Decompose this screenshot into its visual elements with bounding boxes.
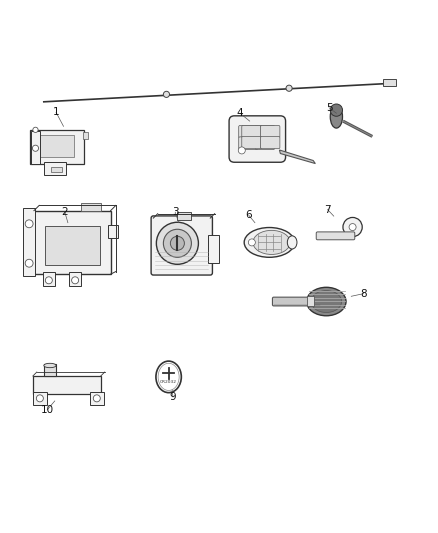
Circle shape — [25, 259, 33, 267]
Bar — [45, 226, 99, 265]
FancyBboxPatch shape — [261, 136, 280, 149]
Bar — [43, 272, 55, 286]
Ellipse shape — [253, 230, 290, 254]
FancyBboxPatch shape — [255, 125, 275, 138]
Bar — [44, 162, 66, 174]
FancyBboxPatch shape — [229, 116, 286, 162]
FancyBboxPatch shape — [30, 130, 84, 165]
Text: 3: 3 — [172, 207, 179, 217]
Ellipse shape — [44, 364, 56, 368]
Bar — [383, 79, 396, 86]
Bar — [307, 296, 314, 306]
Text: 4: 4 — [237, 108, 244, 118]
Bar — [33, 392, 47, 405]
Circle shape — [25, 220, 33, 228]
FancyBboxPatch shape — [261, 125, 280, 138]
Text: 6: 6 — [245, 210, 252, 220]
Circle shape — [46, 277, 53, 284]
Ellipse shape — [156, 361, 181, 393]
Circle shape — [156, 222, 198, 264]
Bar — [109, 225, 118, 238]
Circle shape — [72, 277, 79, 284]
Text: 10: 10 — [41, 405, 54, 415]
Circle shape — [286, 85, 292, 91]
FancyBboxPatch shape — [272, 297, 328, 306]
Bar — [44, 364, 56, 376]
Ellipse shape — [330, 106, 343, 128]
Text: CR2032: CR2032 — [160, 380, 177, 384]
FancyBboxPatch shape — [255, 137, 275, 150]
Circle shape — [93, 395, 100, 402]
Bar — [34, 211, 110, 274]
Bar — [51, 167, 62, 172]
Circle shape — [238, 147, 245, 154]
FancyBboxPatch shape — [242, 125, 261, 138]
Bar — [208, 235, 219, 263]
Circle shape — [36, 395, 43, 402]
Ellipse shape — [287, 236, 297, 249]
Bar — [90, 392, 104, 405]
Bar — [69, 272, 81, 286]
Ellipse shape — [244, 228, 294, 257]
Text: 7: 7 — [324, 205, 331, 215]
Bar — [83, 132, 88, 140]
Text: 2: 2 — [61, 207, 68, 217]
Circle shape — [330, 104, 343, 116]
Text: 9: 9 — [170, 392, 177, 402]
Bar — [33, 376, 101, 393]
Polygon shape — [279, 150, 315, 164]
Circle shape — [163, 229, 191, 257]
Circle shape — [343, 217, 362, 237]
Circle shape — [248, 239, 255, 246]
Circle shape — [170, 236, 184, 251]
Ellipse shape — [311, 290, 342, 312]
Text: 1: 1 — [53, 107, 60, 117]
FancyBboxPatch shape — [242, 136, 261, 149]
Circle shape — [163, 91, 170, 98]
Bar — [31, 131, 40, 164]
Circle shape — [32, 145, 39, 151]
Bar — [23, 208, 35, 276]
Circle shape — [349, 223, 356, 231]
Ellipse shape — [158, 364, 179, 391]
FancyBboxPatch shape — [239, 125, 258, 138]
Text: 5: 5 — [326, 103, 333, 113]
Text: 8: 8 — [360, 289, 367, 298]
Bar — [37, 135, 74, 157]
Ellipse shape — [307, 287, 346, 316]
Bar — [177, 212, 191, 220]
Circle shape — [33, 127, 38, 133]
FancyBboxPatch shape — [151, 216, 212, 275]
Bar — [81, 203, 101, 211]
FancyBboxPatch shape — [239, 137, 258, 150]
FancyBboxPatch shape — [316, 232, 355, 240]
